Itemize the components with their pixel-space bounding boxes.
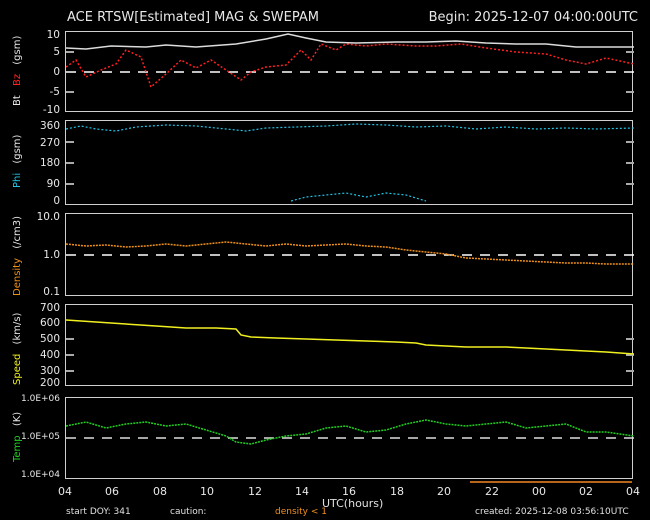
ytick: 200 [39, 377, 60, 389]
begin-time: Begin: 2025-12-07 04:00:00UTC [428, 10, 638, 25]
ytick: 270 [39, 137, 60, 149]
density-caution: density < 1 [275, 507, 327, 517]
xtick: 02 [579, 485, 593, 498]
xtick: 10 [200, 485, 214, 498]
phi-plot [66, 123, 634, 202]
speed-panel [65, 304, 634, 386]
ytick: 0 [53, 66, 60, 78]
ytick: 1.0E+06 [21, 394, 60, 404]
ytick: 360 [39, 120, 60, 132]
xtick: 04 [58, 485, 72, 498]
ytick: 1.0E+05 [21, 432, 60, 442]
ytick: 180 [39, 157, 60, 169]
ytick: 300 [39, 365, 60, 377]
ytick: 600 [39, 317, 60, 329]
ytick: 5 [53, 46, 60, 58]
xtick: 08 [153, 485, 167, 498]
bz-panel [65, 31, 634, 112]
x-axis-label: UTC(hours) [322, 497, 384, 510]
xtick: 06 [105, 485, 119, 498]
ytick: 90 [46, 178, 60, 190]
start-doy: start DOY: 341 [66, 507, 131, 517]
ytick: 400 [39, 349, 60, 361]
temp-plot [66, 419, 634, 445]
phi-panel [65, 120, 634, 205]
density-caution-bar [470, 481, 632, 483]
ytick: -5 [49, 86, 60, 98]
bz-plot [66, 33, 634, 93]
xtick: 00 [532, 485, 546, 498]
ytick: 500 [39, 333, 60, 345]
ytick: 0.1 [43, 286, 60, 298]
ytick: 0 [53, 195, 60, 207]
ytick: 10 [46, 29, 60, 41]
temp-panel [65, 397, 634, 479]
caution-label: caution: [170, 507, 207, 517]
ytick: -10 [42, 104, 60, 116]
xtick: 22 [485, 485, 499, 498]
ytick: 1.0E+04 [21, 470, 60, 480]
xtick: 20 [437, 485, 451, 498]
density-panel [65, 213, 634, 296]
chart-title: ACE RTSW[Estimated] MAG & SWEPAM [67, 10, 319, 25]
xtick: 12 [248, 485, 262, 498]
ytick: 1.0 [43, 249, 60, 261]
xtick: 18 [390, 485, 404, 498]
speed-plot [66, 319, 634, 372]
xtick: 14 [295, 485, 309, 498]
ytick: 700 [39, 302, 60, 314]
xtick: 04 [626, 485, 640, 498]
ytick: 10.0 [36, 211, 60, 223]
xtick: 16 [342, 485, 356, 498]
created-time: created: 2025-12-08 03:56:10UTC [475, 507, 629, 517]
density-plot [66, 241, 634, 265]
